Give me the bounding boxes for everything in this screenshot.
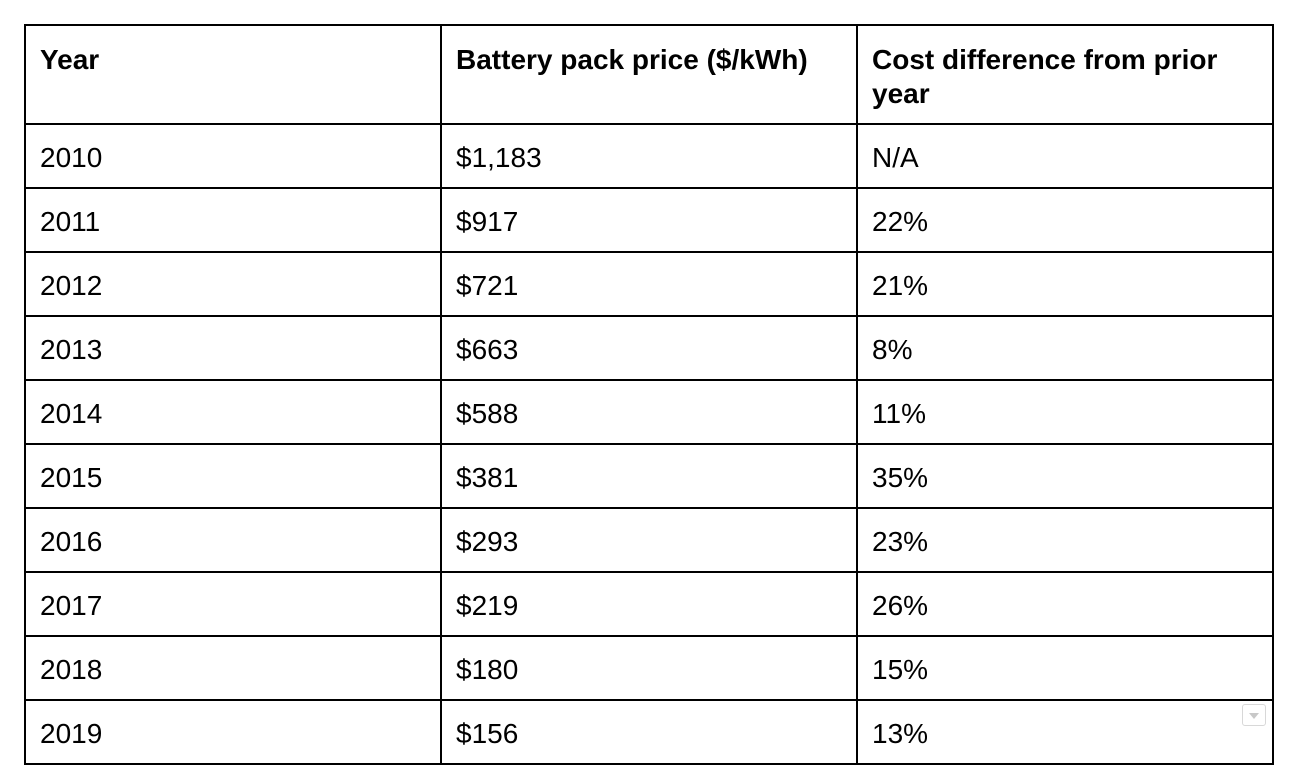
cell-battery-pack-price[interactable]: $381 [440,443,858,509]
battery-price-table: Year Battery pack price ($/kWh) Cost dif… [24,24,1274,765]
table-row: 2019 $156 13% [24,699,1274,765]
table-row: 2010 $1,183 N/A [24,123,1274,189]
cell-battery-pack-price[interactable]: $219 [440,571,858,637]
cell-year[interactable]: 2017 [24,571,442,637]
table-row: 2015 $381 35% [24,443,1274,509]
table-body: 2010 $1,183 N/A 2011 $917 22% 2012 $721 21% 2013 $… [24,123,1274,765]
cell-battery-pack-price[interactable]: $293 [440,507,858,573]
cell-battery-pack-price[interactable]: $663 [440,315,858,381]
table-row: 2014 $588 11% [24,379,1274,445]
cell-year[interactable]: 2011 [24,187,442,253]
cell-year[interactable]: 2015 [24,443,442,509]
cell-year[interactable]: 2019 [24,699,442,765]
table-row: 2016 $293 23% [24,507,1274,573]
table-row: 2011 $917 22% [24,187,1274,253]
cell-cost-difference[interactable]: 15% [856,635,1274,701]
cell-year[interactable]: 2018 [24,635,442,701]
cell-year[interactable]: 2014 [24,379,442,445]
header-year[interactable]: Year [24,24,442,125]
table-row: 2012 $721 21% [24,251,1274,317]
cell-year[interactable]: 2013 [24,315,442,381]
cell-battery-pack-price[interactable]: $588 [440,379,858,445]
table-row: 2013 $663 8% [24,315,1274,381]
cell-cost-difference[interactable]: 22% [856,187,1274,253]
table-row: 2018 $180 15% [24,635,1274,701]
cell-cost-difference[interactable]: 13% [856,699,1274,765]
chevron-down-icon[interactable] [1242,704,1266,726]
table-header: Year Battery pack price ($/kWh) Cost dif… [24,24,1274,125]
table-row: 2017 $219 26% [24,571,1274,637]
cell-battery-pack-price[interactable]: $1,183 [440,123,858,189]
header-row: Year Battery pack price ($/kWh) Cost dif… [24,24,1274,125]
cell-cost-difference[interactable]: 21% [856,251,1274,317]
cell-cost-difference[interactable]: 35% [856,443,1274,509]
cell-year[interactable]: 2016 [24,507,442,573]
cell-battery-pack-price[interactable]: $917 [440,187,858,253]
header-battery-pack-price[interactable]: Battery pack price ($/kWh) [440,24,858,125]
cell-battery-pack-price[interactable]: $180 [440,635,858,701]
cell-cost-difference[interactable]: 11% [856,379,1274,445]
cell-battery-pack-price[interactable]: $721 [440,251,858,317]
header-cost-difference[interactable]: Cost difference from prior year [856,24,1274,125]
cell-cost-difference[interactable]: 8% [856,315,1274,381]
cell-cost-difference[interactable]: 26% [856,571,1274,637]
cell-cost-difference[interactable]: 23% [856,507,1274,573]
cell-year[interactable]: 2012 [24,251,442,317]
cell-cost-difference[interactable]: N/A [856,123,1274,189]
cell-year[interactable]: 2010 [24,123,442,189]
cell-battery-pack-price[interactable]: $156 [440,699,858,765]
